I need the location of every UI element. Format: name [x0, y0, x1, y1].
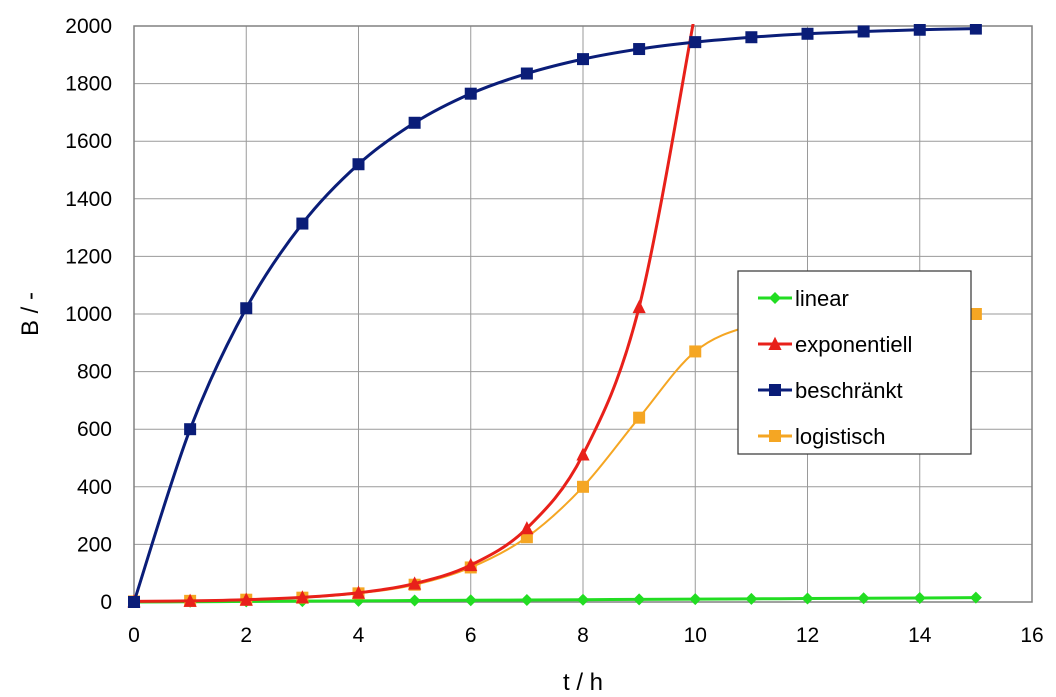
data-point	[857, 592, 870, 605]
data-point	[464, 557, 478, 572]
series-2	[128, 24, 982, 608]
y-tick-label: 400	[77, 476, 112, 499]
data-point	[240, 302, 253, 315]
data-point	[689, 36, 702, 49]
data-point	[351, 585, 366, 599]
legend-swatch-marker	[768, 336, 782, 350]
y-tick-label: 2000	[65, 15, 112, 38]
y-tick-label: 1000	[65, 303, 112, 326]
legend-item: logistisch	[758, 424, 885, 449]
data-point	[576, 447, 590, 461]
y-tick-label: 200	[77, 533, 112, 556]
data-point	[969, 308, 982, 320]
data-point	[857, 25, 870, 38]
data-point	[633, 593, 646, 606]
data-point	[632, 299, 646, 314]
legend: linear exponentiell beschränkt logistisch	[737, 270, 972, 455]
data-point	[295, 590, 309, 604]
x-axis-ticks: 0 2 4 6 8 10 12 14 16	[128, 624, 1044, 647]
y-tick-label: 1800	[65, 73, 112, 96]
data-point	[745, 31, 758, 44]
data-point	[296, 217, 309, 230]
data-point	[520, 593, 533, 606]
data-point	[969, 591, 982, 604]
y-axis-ticks: 0 200 400 600 800 1000 1200 1400 1600 1800 2000	[65, 15, 112, 614]
y-tick-label: 800	[77, 361, 112, 384]
data-point	[408, 594, 421, 607]
x-tick-label: 12	[796, 624, 819, 647]
x-tick-label: 8	[577, 624, 589, 647]
data-point	[520, 521, 534, 535]
series-line	[132, 27, 976, 603]
legend-item: linear	[758, 286, 849, 311]
y-tick-label: 0	[100, 591, 112, 614]
legend-label: logistisch	[795, 424, 885, 449]
data-point	[464, 87, 477, 100]
data-point	[801, 27, 814, 40]
data-point	[464, 594, 477, 607]
series-line	[133, 596, 976, 604]
legend-swatch-marker	[769, 384, 781, 396]
data-point	[239, 592, 253, 606]
x-tick-label: 6	[465, 624, 477, 647]
x-tick-label: 14	[908, 624, 932, 647]
series-1	[127, 24, 695, 608]
data-point	[913, 591, 926, 604]
data-point	[633, 411, 646, 424]
legend-label: linear	[795, 286, 849, 311]
data-point	[408, 116, 421, 129]
data-point	[969, 24, 982, 35]
data-point	[745, 592, 758, 605]
data-point	[689, 345, 702, 358]
data-point	[577, 53, 589, 66]
legend-swatch-marker	[769, 292, 781, 304]
x-tick-label: 10	[684, 624, 707, 647]
data-point	[183, 593, 197, 607]
data-point	[128, 596, 140, 608]
data-point	[801, 592, 814, 605]
x-tick-label: 4	[353, 624, 365, 647]
legend-label: exponentiell	[795, 332, 912, 357]
x-axis-title: t / h	[563, 669, 603, 696]
data-point	[577, 480, 589, 493]
data-point	[520, 67, 533, 80]
x-tick-label: 2	[240, 624, 252, 647]
data-point	[577, 593, 589, 606]
y-axis-title: B / -	[17, 292, 44, 336]
data-point	[689, 593, 702, 606]
y-tick-label: 1400	[65, 188, 112, 211]
x-tick-label: 16	[1020, 624, 1043, 647]
legend-swatch-marker	[769, 430, 781, 442]
data-point	[184, 423, 197, 436]
series-line	[133, 24, 695, 603]
y-tick-label: 600	[77, 418, 112, 441]
legend-item: beschränkt	[758, 378, 903, 403]
y-tick-label: 1200	[65, 245, 112, 268]
data-point	[633, 43, 646, 56]
x-tick-label: 0	[128, 624, 140, 647]
legend-item: exponentiell	[758, 332, 912, 357]
y-tick-label: 1600	[65, 130, 112, 153]
data-point	[408, 576, 422, 590]
data-point	[352, 158, 365, 171]
data-point	[913, 24, 926, 36]
legend-label: beschränkt	[795, 378, 903, 403]
